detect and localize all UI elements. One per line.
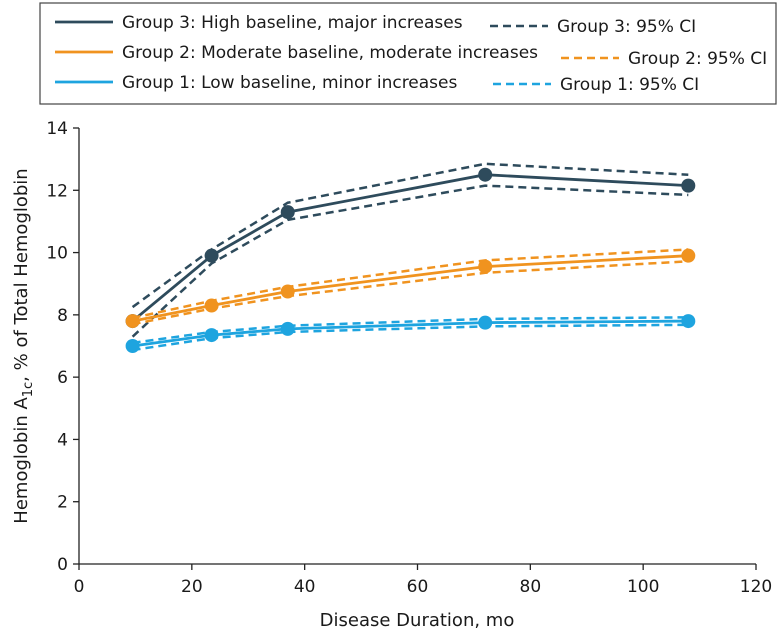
- data-point: [204, 328, 219, 343]
- data-point: [681, 314, 696, 329]
- y-tick-label: 6: [57, 368, 68, 388]
- x-tick-label: 0: [74, 577, 85, 597]
- ci-upper-line: [131, 162, 689, 309]
- y-axis-label-sub: 1c: [21, 382, 36, 397]
- x-tick-label: 80: [520, 577, 542, 597]
- legend-ci-label: Group 2: 95% CI: [628, 49, 767, 69]
- data-point: [280, 205, 295, 220]
- legend-ci-label: Group 3: 95% CI: [557, 17, 696, 37]
- x-tick-label: 100: [627, 577, 659, 597]
- x-tick-label: 120: [740, 577, 772, 597]
- y-axis-label: Hemoglobin A1c, % of Total Hemoglobin: [11, 168, 36, 523]
- data-point: [125, 339, 140, 353]
- y-tick-label: 4: [57, 430, 68, 450]
- x-axis-label: Disease Duration, mo: [320, 610, 515, 631]
- data-point: [478, 167, 493, 182]
- data-point: [280, 321, 295, 336]
- plot-area: [125, 162, 696, 353]
- y-tick-label: 2: [57, 493, 68, 513]
- legend-box: [39, 2, 777, 105]
- legend: Group 3: High baseline, major increases G…: [39, 2, 777, 105]
- data-point: [478, 315, 493, 330]
- legend-label: Group 1: Low baseline, minor increases: [122, 73, 458, 93]
- series-group-2: [125, 248, 696, 329]
- y-tick-label: 0: [57, 555, 68, 575]
- y-tick-label: 12: [46, 181, 68, 201]
- y-axis-label-rest: , % of Total Hemoglobin: [11, 168, 32, 382]
- y-tick-label: 10: [46, 244, 68, 264]
- series-line: [132, 254, 689, 323]
- data-point: [204, 248, 219, 263]
- legend-label: Group 3: High baseline, major increases: [122, 13, 463, 33]
- data-point: [681, 178, 696, 193]
- x-tick-label: 40: [294, 577, 316, 597]
- ci-lower-line: [132, 260, 689, 326]
- data-point: [204, 298, 219, 313]
- x-tick-label: 20: [181, 577, 203, 597]
- x-tick-label: 60: [407, 577, 429, 597]
- series-group-1: [125, 314, 696, 353]
- data-point: [125, 314, 140, 329]
- y-tick-label: 8: [57, 306, 68, 326]
- ci-lower-line: [131, 184, 689, 338]
- data-point: [478, 259, 493, 274]
- data-point: [681, 248, 696, 263]
- legend-label: Group 2: Moderate baseline, moderate inc…: [122, 43, 538, 63]
- data-point: [280, 284, 295, 299]
- y-tick-label: 14: [46, 119, 68, 139]
- axes: 0 20 40 60 80 100 120 0 2 4 6 8 10 12 14: [46, 119, 772, 597]
- y-axis-label-main: Hemoglobin A: [11, 397, 32, 524]
- legend-ci-label: Group 1: 95% CI: [560, 75, 699, 95]
